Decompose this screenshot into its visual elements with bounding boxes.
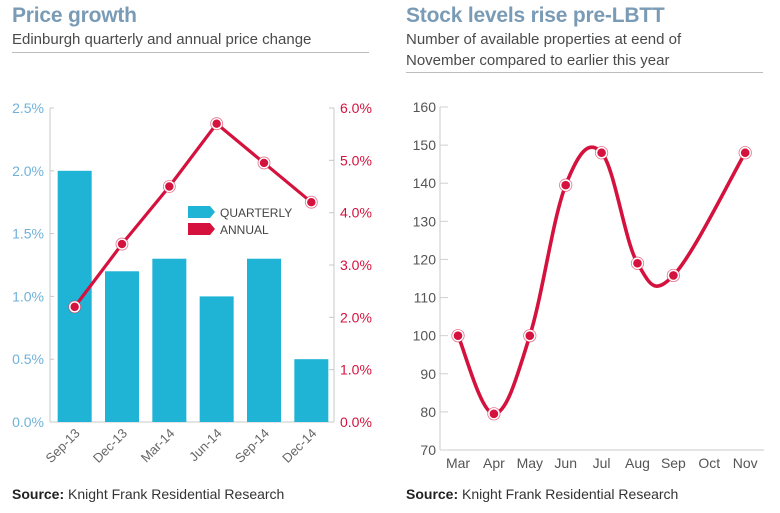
y-tick-label: 100 — [413, 328, 437, 344]
quarterly-bar — [199, 296, 234, 422]
x-tick-label: Sep-13 — [43, 426, 83, 466]
y-tick-label: 120 — [413, 251, 437, 267]
y-tick-label: 90 — [420, 366, 436, 382]
legend-annual-label: ANNUAL — [220, 223, 269, 237]
stock-point — [597, 148, 606, 158]
stock-line — [456, 145, 747, 416]
x-tick-label: Jun — [554, 455, 577, 471]
stock-point — [561, 180, 570, 190]
stock-point — [525, 331, 535, 340]
right-y-tick-label: 4.0% — [340, 205, 372, 221]
quarterly-bar — [294, 359, 329, 422]
left-y-tick-label: 1.0% — [12, 288, 44, 304]
annual-point — [117, 239, 127, 249]
x-tick-label: Dec-14 — [279, 426, 319, 466]
x-tick-label: Sep — [661, 455, 686, 471]
left-y-tick-label: 0.5% — [12, 351, 44, 367]
y-tick-label: 80 — [420, 404, 436, 420]
annual-point — [259, 158, 269, 168]
quarterly-bar — [105, 271, 139, 422]
right-y-tick-label: 5.0% — [340, 152, 372, 168]
x-tick-label: Jun-14 — [186, 426, 225, 465]
x-tick-label: Jul — [593, 455, 611, 471]
legend-quarterly-swatch — [188, 206, 215, 218]
price-growth-subtitle: Edinburgh quarterly and annual price cha… — [12, 31, 312, 48]
x-tick-label: Mar-14 — [138, 426, 178, 466]
stock-levels-source: Source: Knight Frank Residential Researc… — [406, 486, 678, 502]
source-label: Source: — [12, 486, 65, 502]
y-tick-label: 140 — [413, 175, 437, 191]
source-text: Knight Frank Residential Research — [462, 486, 679, 502]
annual-point — [70, 302, 79, 312]
annual-point — [165, 182, 174, 191]
stock-levels-chart: 70 80 90 100 110 120 130 140 150 160 Mar Apr May Jun J… — [413, 99, 764, 471]
stock-point — [740, 148, 750, 158]
right-y-tick-label: 6.0% — [340, 100, 372, 116]
price-growth-source: Source: Knight Frank Residential Researc… — [12, 486, 284, 502]
title-divider — [406, 72, 763, 73]
y-tick-label: 130 — [413, 213, 437, 229]
stock-point — [453, 331, 463, 340]
left-y-tick-label: 2.5% — [12, 100, 44, 116]
quarterly-bar — [57, 170, 92, 422]
legend-annual-swatch — [188, 223, 215, 235]
x-tick-label: Sep-14 — [232, 426, 272, 466]
price-growth-chart: 0.0% 0.5% 1.0% 1.5% 2.0% 2.5% 0.0% 1.0% 2.0% 3.0%… — [12, 100, 372, 466]
title-divider — [12, 52, 369, 53]
source-label: Source: — [406, 486, 459, 502]
x-tick-label: Aug — [625, 455, 650, 471]
legend-quarterly-label: QUARTERLY — [220, 206, 292, 220]
right-y-tick-label: 0.0% — [340, 414, 372, 430]
left-y-tick-label: 1.5% — [12, 226, 44, 242]
left-y-tick-label: 2.0% — [12, 163, 44, 179]
stock-levels-subtitle-line2: November compared to earlier this year — [406, 52, 670, 69]
right-y-tick-label: 3.0% — [340, 257, 372, 273]
source-text: Knight Frank Residential Research — [68, 486, 285, 502]
left-y-tick-label: 0.0% — [12, 414, 44, 430]
annual-point — [212, 119, 221, 128]
y-tick-label: 110 — [414, 290, 437, 306]
y-tick-label: 70 — [420, 442, 436, 458]
annual-line — [73, 122, 313, 308]
quarterly-bar — [152, 258, 187, 422]
y-tick-label: 150 — [413, 137, 437, 153]
price-growth-title: Price growth — [12, 4, 137, 27]
right-y-tick-label: 1.0% — [340, 362, 372, 378]
x-tick-label: May — [517, 455, 543, 471]
x-tick-label: Dec-13 — [90, 426, 130, 466]
price-growth-panel: Price growth Edinburgh quarterly and ann… — [12, 4, 369, 502]
right-y-tick-label: 2.0% — [340, 309, 372, 325]
y-tick-label: 160 — [413, 99, 437, 115]
stock-point — [633, 258, 642, 268]
stock-levels-title: Stock levels rise pre-LBTT — [406, 4, 665, 27]
annual-point — [307, 198, 316, 207]
stock-point — [489, 409, 499, 419]
stock-levels-subtitle-line1: Number of available properties at eend o… — [406, 31, 682, 48]
x-tick-label: Nov — [733, 455, 758, 471]
stock-point — [669, 271, 678, 280]
quarterly-bar — [247, 258, 281, 422]
x-tick-label: Mar — [446, 455, 470, 471]
x-tick-label: Apr — [483, 455, 505, 471]
stock-levels-panel: Stock levels rise pre-LBTT Number of ava… — [390, 0, 780, 513]
x-tick-label: Oct — [698, 455, 720, 471]
